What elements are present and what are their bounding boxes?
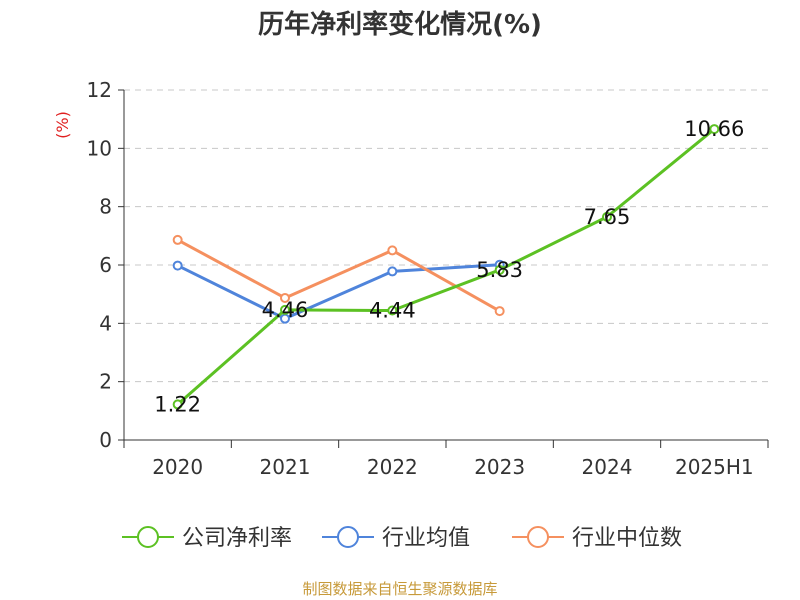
legend-label[interactable]: 行业均值: [382, 526, 470, 551]
data-point: [387, 266, 398, 277]
data-point: [387, 245, 398, 256]
data-point: [280, 292, 290, 303]
data-label: 7.65: [584, 205, 631, 229]
series-line: [176, 127, 716, 406]
legend-marker[interactable]: [337, 526, 359, 548]
data-point: [387, 305, 398, 316]
data-label: 4.44: [369, 299, 416, 323]
chart-title: 历年净利率变化情况(%): [258, 10, 542, 40]
data-point: [602, 211, 612, 222]
data-label: 1.22: [154, 392, 201, 416]
axes: 0 2 4 6 8 10 12 (%) 2020 2021 2022 2023 2024 2025H1: [53, 78, 769, 479]
legend-label[interactable]: 公司净利率: [182, 526, 292, 551]
y-tick-label: 8: [99, 195, 112, 219]
y-tick-label: 4: [99, 311, 112, 335]
data-labels: 1.22 4.46 4.44 5.83 7.65 10.66: [154, 117, 744, 416]
data-point: [709, 124, 720, 135]
source-note: 制图数据来自恒生聚源数据库: [302, 580, 498, 598]
data-label: 10.66: [684, 117, 744, 141]
grid-lines: [124, 89, 768, 383]
data-point: [172, 234, 183, 245]
x-tick-label: 2025H1: [675, 455, 754, 479]
data-point: [172, 399, 183, 410]
x-tick-label: 2022: [367, 455, 418, 479]
y-axis-label: (%): [53, 111, 72, 139]
series-line: [177, 263, 500, 321]
y-tick-label: 10: [87, 136, 112, 160]
x-tick-label: 2020: [152, 455, 203, 479]
data-point: [494, 306, 505, 317]
x-tick-label: 2023: [474, 455, 525, 479]
data-point: [280, 304, 290, 315]
x-tick-label: 2024: [582, 455, 633, 479]
legend-marker[interactable]: [137, 526, 159, 548]
series-lines: [172, 124, 720, 410]
series-line: [176, 238, 501, 313]
data-label: 5.83: [476, 258, 523, 282]
legend-label[interactable]: 行业中位数: [572, 526, 682, 551]
y-tick-label: 2: [99, 370, 112, 394]
data-label: 4.46: [262, 298, 309, 322]
legend-marker[interactable]: [527, 526, 549, 548]
y-tick-label: 0: [99, 428, 112, 452]
y-tick-label: 6: [99, 253, 112, 277]
data-point: [494, 264, 505, 275]
y-tick-label: 12: [87, 78, 112, 102]
legend[interactable]: 公司净利率 行业均值 行业中位数: [122, 526, 682, 551]
x-tick-label: 2021: [260, 455, 311, 479]
data-point: [172, 260, 183, 271]
